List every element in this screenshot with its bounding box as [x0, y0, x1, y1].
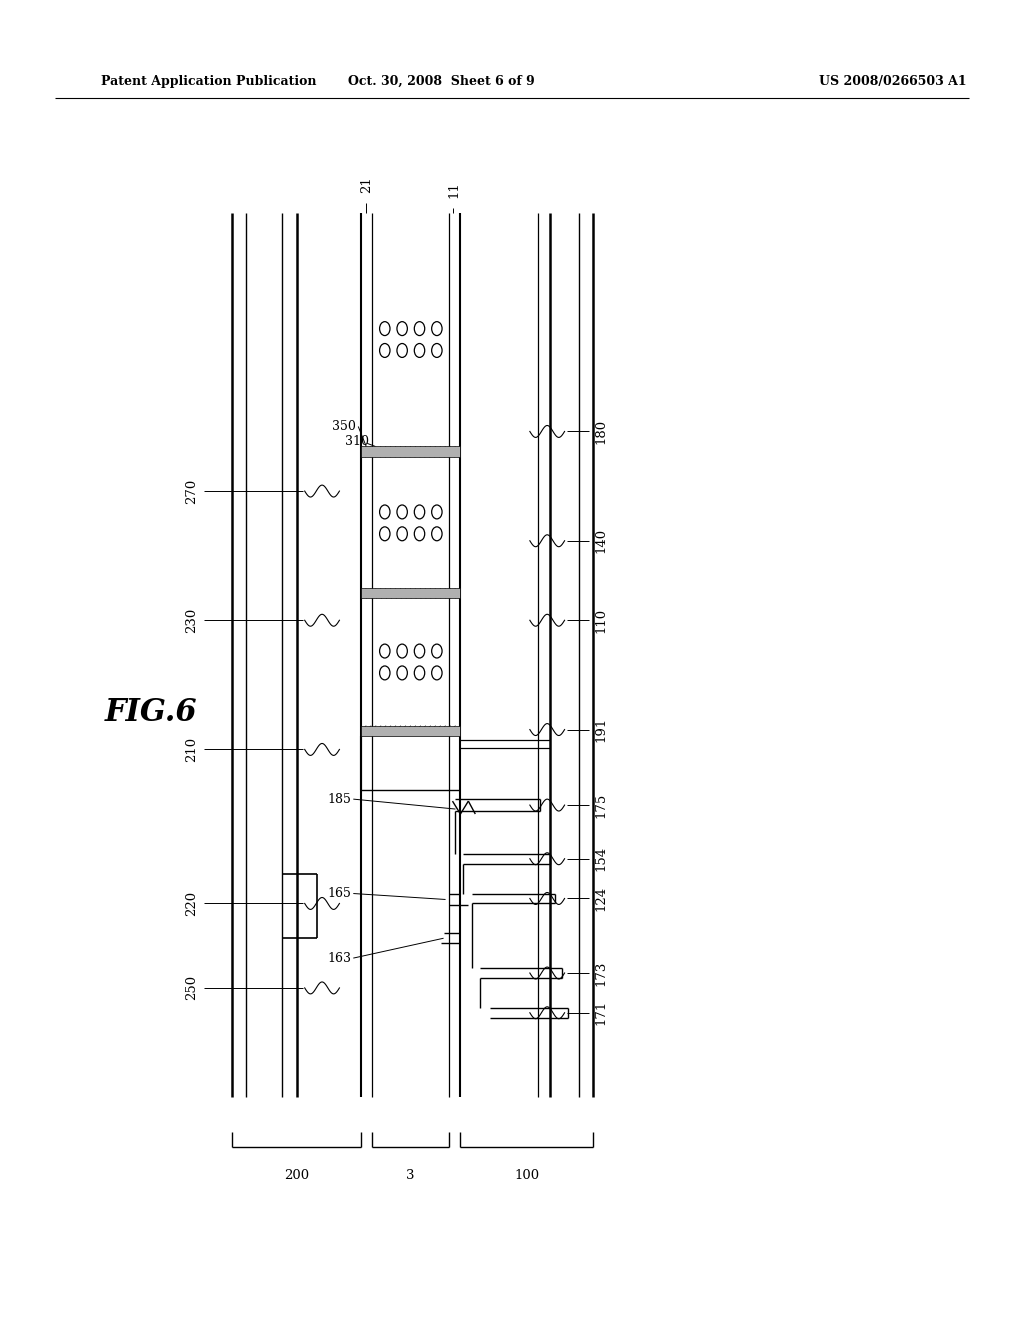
Text: 110: 110: [595, 607, 608, 632]
Text: Oct. 30, 2008  Sheet 6 of 9: Oct. 30, 2008 Sheet 6 of 9: [347, 75, 535, 88]
Text: 350: 350: [333, 420, 356, 433]
Text: 11: 11: [447, 181, 460, 198]
Text: 165: 165: [328, 887, 351, 900]
Text: 270: 270: [185, 478, 199, 504]
Text: 230: 230: [185, 607, 199, 632]
Text: 140: 140: [595, 528, 608, 553]
Text: 175: 175: [595, 792, 608, 817]
Text: 154: 154: [595, 846, 608, 871]
Text: 310: 310: [345, 434, 370, 447]
Text: 124: 124: [595, 886, 608, 911]
Text: 191: 191: [595, 717, 608, 742]
Text: 200: 200: [285, 1168, 309, 1181]
Text: 171: 171: [595, 1001, 608, 1026]
Text: 210: 210: [185, 737, 199, 762]
Text: 180: 180: [595, 418, 608, 444]
Text: US 2008/0266503 A1: US 2008/0266503 A1: [819, 75, 967, 88]
Text: 21: 21: [359, 176, 373, 193]
Text: 100: 100: [514, 1168, 540, 1181]
Text: 220: 220: [185, 891, 199, 916]
Bar: [361, 726, 461, 735]
Text: 173: 173: [595, 961, 608, 986]
Text: Patent Application Publication: Patent Application Publication: [100, 75, 316, 88]
Bar: [361, 589, 461, 598]
Text: FIG.6: FIG.6: [105, 697, 198, 727]
Text: 3: 3: [407, 1168, 415, 1181]
Text: 185: 185: [328, 792, 351, 805]
Text: 163: 163: [328, 952, 351, 965]
Text: 250: 250: [185, 975, 199, 1001]
Bar: [361, 446, 461, 457]
